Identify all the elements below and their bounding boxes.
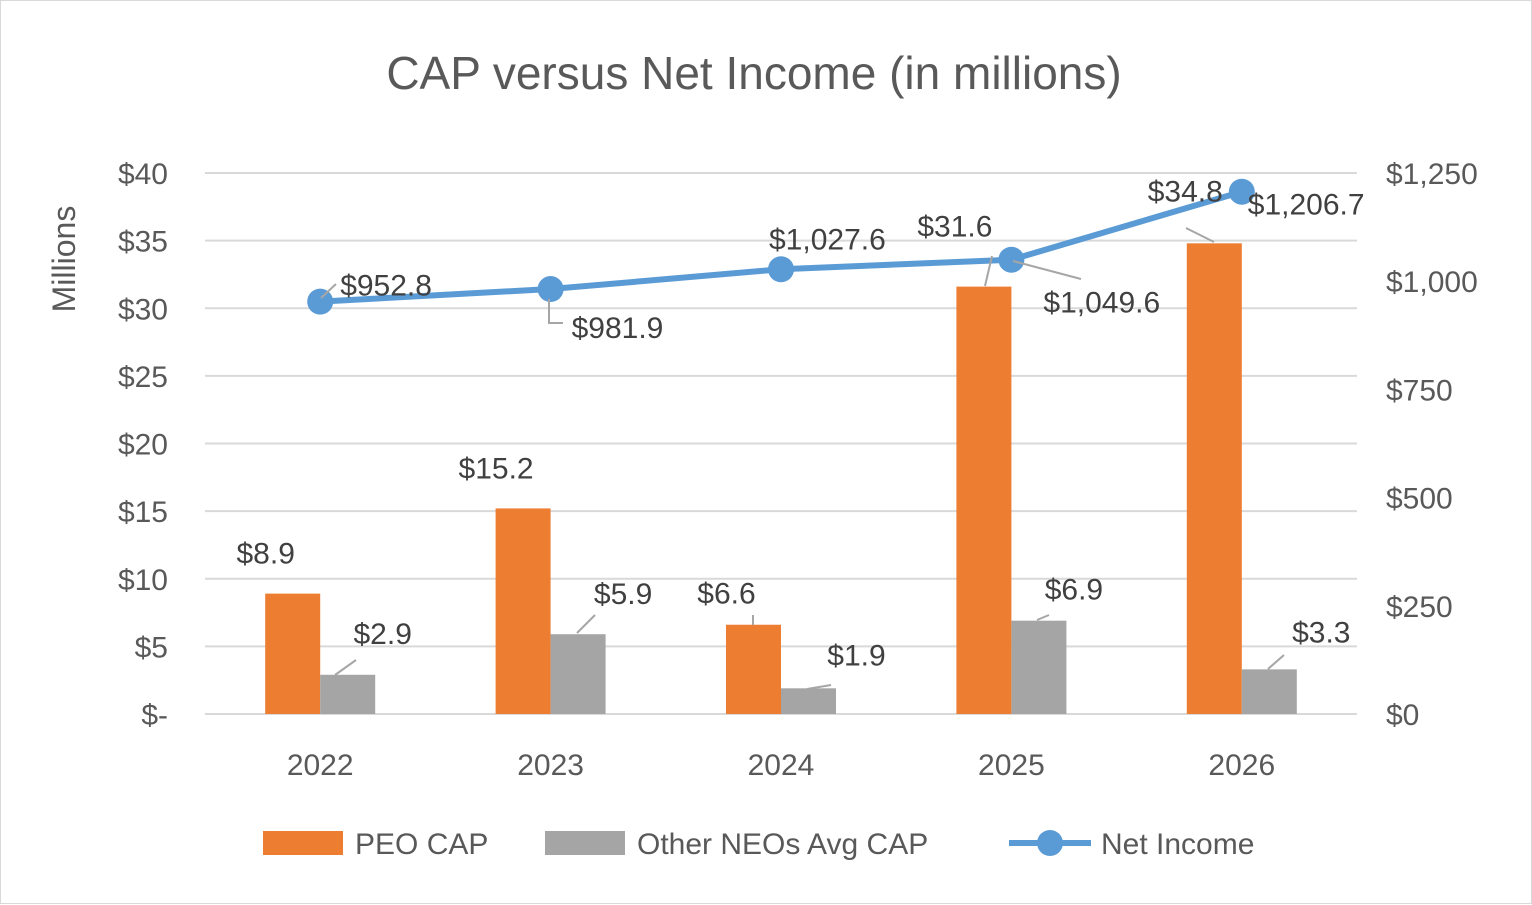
- y-left-tick-label: $-: [141, 699, 168, 732]
- other-neos-avg-cap-bar: [550, 634, 606, 714]
- other-neos-avg-cap-bar: [320, 674, 376, 714]
- peo-cap-data-label: $8.9: [237, 538, 295, 571]
- axes: $- $5 $10 $15 $20 $25 $30 $35 $40 $0 $250 $500 $750 $…: [46, 158, 1478, 782]
- legend-swatch-other-neos: [545, 831, 625, 855]
- net-income-data-label: $1,049.6: [1043, 287, 1160, 320]
- legend-label: Other NEOs Avg CAP: [637, 828, 928, 861]
- leader-line: [548, 299, 563, 324]
- other-neos-avg-cap-bar: [1241, 669, 1297, 714]
- net-income-point: [998, 246, 1025, 273]
- y-left-tick-label: $40: [118, 158, 168, 191]
- chart-title: CAP versus Net Income (in millions): [386, 47, 1121, 99]
- legend-label: PEO CAP: [355, 828, 488, 861]
- peo-cap-data-label: $31.6: [917, 211, 992, 244]
- other-neos-data-label: $6.9: [1045, 574, 1103, 607]
- leader-line: [334, 659, 357, 676]
- net-income-line: [307, 178, 1255, 315]
- leader-line: [806, 684, 832, 690]
- y-left-tick-label: $25: [118, 361, 168, 394]
- x-tick-label: 2024: [748, 749, 815, 782]
- legend-swatch-net-income-marker: [1037, 830, 1063, 856]
- peo-cap-bar: [726, 624, 781, 714]
- peo-cap-bar: [265, 593, 321, 714]
- leader-line: [1012, 260, 1082, 280]
- y-left-tick-label: $10: [118, 564, 168, 597]
- y-right-tick-label: $1,000: [1386, 266, 1478, 299]
- y-right-tick-label: $1,250: [1386, 158, 1478, 191]
- y-right-tick-label: $250: [1386, 591, 1453, 624]
- y-left-tick-label: $15: [118, 496, 168, 529]
- net-income-point: [307, 288, 334, 315]
- y-right-tick-label: $500: [1386, 483, 1453, 516]
- peo-cap-bar: [1186, 243, 1242, 714]
- x-tick-label: 2025: [978, 749, 1045, 782]
- net-income-point: [1228, 178, 1255, 205]
- x-tick-label: 2026: [1208, 749, 1275, 782]
- legend-label: Net Income: [1101, 828, 1254, 861]
- net-income-data-label: $952.8: [340, 270, 432, 303]
- legend: PEO CAP Other NEOs Avg CAP Net Income: [263, 828, 1254, 861]
- peo-cap-bar: [495, 508, 551, 714]
- leader-line: [576, 614, 596, 634]
- other-neos-data-label: $1.9: [827, 639, 885, 672]
- gridlines: [205, 172, 1357, 715]
- y-right-tick-label: $750: [1386, 374, 1453, 407]
- y-left-tick-label: $5: [135, 631, 168, 664]
- other-neos-data-label: $3.3: [1292, 616, 1350, 649]
- x-tick-label: 2022: [287, 749, 354, 782]
- y-right-tick-label: $0: [1386, 699, 1419, 732]
- other-neos-data-label: $2.9: [354, 618, 412, 651]
- net-income-data-label: $1,027.6: [769, 223, 886, 256]
- net-income-data-label: $981.9: [572, 312, 664, 345]
- net-income-point: [537, 276, 564, 303]
- other-neos-avg-cap-bar: [781, 688, 836, 714]
- leader-line: [1036, 614, 1050, 621]
- bars: [265, 243, 1297, 714]
- leader-line: [984, 255, 993, 287]
- peo-cap-data-label: $15.2: [459, 452, 534, 485]
- peo-cap-data-label: $6.6: [697, 578, 755, 611]
- peo-cap-data-label: $34.8: [1148, 175, 1223, 208]
- leader-line: [1267, 654, 1285, 670]
- y-left-tick-label: $30: [118, 293, 168, 326]
- legend-swatch-peo-cap: [263, 831, 343, 855]
- y-left-tick-label: $35: [118, 226, 168, 259]
- other-neos-avg-cap-bar: [1011, 620, 1067, 714]
- leader-line: [1185, 227, 1215, 243]
- y-left-tick-label: $20: [118, 429, 168, 462]
- peo-cap-bar: [956, 286, 1012, 714]
- net-income-data-label: $1,206.7: [1248, 189, 1365, 222]
- data-labels: $8.9 $2.9 $952.8 $15.2 $5.9 $981.9 $6.6 $1.9 $1,…: [237, 175, 1365, 690]
- net-income-point: [768, 256, 794, 283]
- y-left-axis-title: Millions: [46, 206, 82, 313]
- x-tick-label: 2023: [517, 749, 584, 782]
- leader-line: [320, 283, 337, 299]
- other-neos-data-label: $5.9: [594, 578, 652, 611]
